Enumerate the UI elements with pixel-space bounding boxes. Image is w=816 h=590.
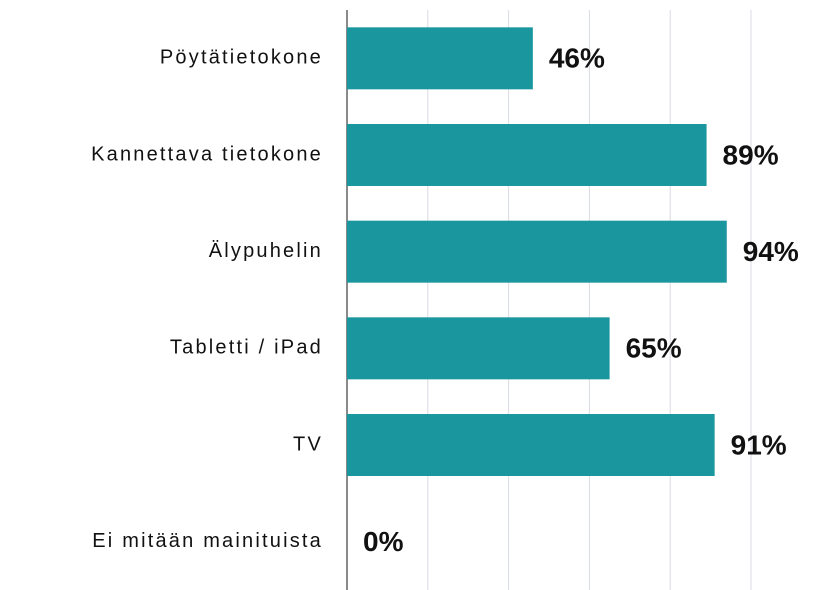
y-tick-label: Tabletti / iPad [170,337,323,359]
bar [347,27,533,90]
y-tick-label: Kannettava tietokone [91,143,323,165]
bar [347,414,715,476]
y-tick-label: Pöytätietokone [160,47,323,69]
y-tick-label: Älypuhelin [209,240,323,262]
value-label: 94% [743,236,799,267]
value-label: 91% [731,429,787,460]
y-tick-label: TV [293,433,323,455]
value-label: 0% [363,526,404,557]
bar [347,124,707,186]
bar [347,317,610,380]
value-label: 65% [626,333,682,364]
value-label: 89% [723,139,779,170]
bar [347,220,727,283]
value-label: 46% [549,43,605,74]
y-tick-label: Ei mitään mainituista [92,530,323,552]
